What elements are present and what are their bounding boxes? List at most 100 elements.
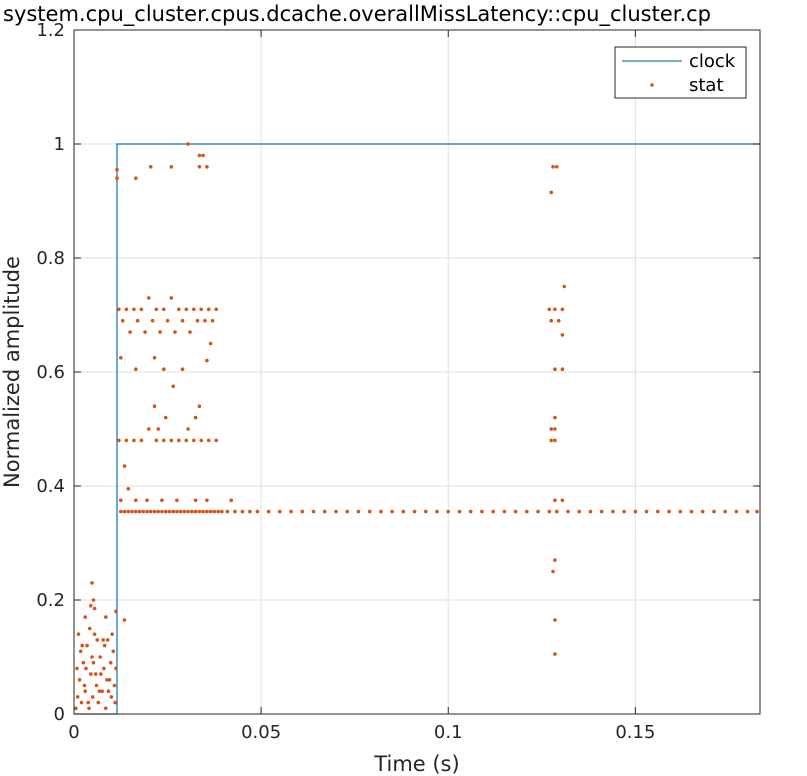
stat-point <box>83 689 87 693</box>
stat-point <box>113 700 117 705</box>
stat-point <box>114 666 118 671</box>
stat-point <box>102 666 106 671</box>
chart-title: system.cpu_cluster.cpus.dcache.overallMi… <box>3 2 711 27</box>
stat-point <box>549 190 553 195</box>
stat-point <box>156 427 160 431</box>
stat-point <box>182 509 187 514</box>
stat-point <box>212 509 217 514</box>
stat-point <box>553 415 557 420</box>
stat-point <box>553 652 557 656</box>
y-tick-label: 0.6 <box>36 362 65 383</box>
stat-point <box>137 509 142 514</box>
y-axis-label: Normalized amplitude <box>0 256 24 488</box>
stat-point <box>195 318 200 323</box>
x-tick-label: 0.05 <box>241 722 281 743</box>
stat-point <box>491 509 496 514</box>
stat-point <box>210 318 215 323</box>
stat-point <box>745 509 750 514</box>
stat-point <box>240 509 245 514</box>
stat-point <box>193 415 198 420</box>
stat-point <box>77 678 82 682</box>
stat-point <box>114 609 118 614</box>
stat-point <box>108 660 113 665</box>
stat-point <box>156 509 160 514</box>
stat-point <box>644 509 649 514</box>
stat-point <box>134 509 138 514</box>
stat-point <box>120 318 125 323</box>
stat-point <box>132 438 136 443</box>
stat-point <box>143 330 147 334</box>
stat-point <box>547 509 552 514</box>
stat-point <box>555 509 559 514</box>
stat-point <box>79 700 84 705</box>
stat-point <box>86 700 90 705</box>
stat-point <box>225 509 230 514</box>
stat-point <box>549 438 553 443</box>
stat-point <box>502 509 507 514</box>
stat-point <box>175 509 179 514</box>
stat-point <box>96 700 101 705</box>
stat-point <box>656 509 660 514</box>
stat-point <box>76 632 81 636</box>
stat-point <box>208 341 213 346</box>
stat-point <box>90 655 94 659</box>
y-tick-label: 1.2 <box>36 20 65 41</box>
stat-point <box>163 415 168 420</box>
stat-point <box>233 509 237 514</box>
stat-point <box>175 498 179 503</box>
stat-point <box>130 509 134 514</box>
stat-point <box>75 666 79 671</box>
x-tick-label: 0.1 <box>434 722 463 743</box>
stat-point <box>555 165 559 169</box>
stat-point <box>90 695 95 699</box>
stat-point <box>101 638 105 642</box>
stat-point <box>300 509 305 514</box>
stat-point <box>87 626 92 631</box>
stat-point <box>180 318 185 323</box>
stat-point <box>197 153 202 158</box>
stat-point <box>98 655 102 659</box>
stat-point <box>122 618 127 622</box>
stat-point <box>446 509 451 514</box>
stat-point <box>712 509 716 514</box>
stat-series <box>74 142 759 711</box>
stat-point <box>150 318 155 323</box>
stat-point <box>480 509 484 514</box>
stat-point <box>553 438 557 443</box>
stat-point <box>723 509 727 514</box>
x-axis-label: Time (s) <box>373 752 459 776</box>
stat-point <box>599 509 604 514</box>
stat-point <box>145 498 149 503</box>
stat-point <box>80 643 84 648</box>
stat-point <box>141 509 145 514</box>
stat-point <box>553 307 557 312</box>
stat-point <box>105 678 109 682</box>
axis-ticks <box>73 29 760 715</box>
stat-point <box>424 509 428 514</box>
stat-point <box>216 509 220 514</box>
stat-point <box>102 643 107 648</box>
stat-point <box>82 683 87 688</box>
stat-point <box>186 142 190 146</box>
stat-point <box>553 427 557 431</box>
stat-point <box>124 438 129 443</box>
stat-point <box>208 509 213 514</box>
stat-point <box>106 689 111 693</box>
stat-point <box>547 307 552 312</box>
stat-point <box>577 509 581 514</box>
stat-point <box>105 638 110 642</box>
stat-point <box>536 509 540 514</box>
y-tick-label: 0.2 <box>36 590 65 611</box>
stat-point <box>734 509 739 514</box>
stat-point <box>566 509 570 514</box>
stat-point <box>107 678 112 682</box>
stat-point <box>468 509 473 514</box>
legend-clock-label: clock <box>689 51 736 72</box>
stat-point <box>689 509 694 514</box>
stat-point <box>75 695 80 699</box>
stat-point <box>132 307 136 312</box>
stat-point <box>100 689 104 693</box>
stat-point <box>401 509 406 514</box>
stat-point <box>588 509 593 514</box>
stat-point <box>560 367 565 372</box>
